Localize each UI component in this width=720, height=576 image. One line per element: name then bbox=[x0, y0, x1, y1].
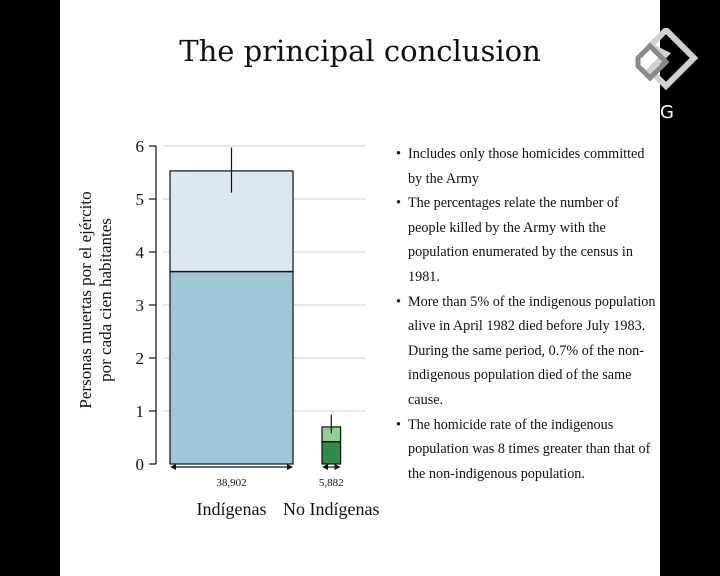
width-arrow-head-left bbox=[170, 464, 176, 470]
y-tick-label: 2 bbox=[136, 349, 145, 368]
logo-letter: G bbox=[660, 102, 674, 123]
bar-lower-segment bbox=[169, 271, 294, 465]
bar-lower-segment bbox=[321, 441, 342, 465]
y-tick-label: 6 bbox=[136, 137, 145, 156]
y-tick-label: 1 bbox=[136, 402, 145, 421]
y-axis-label-line1: Personas muertas por el ejército bbox=[76, 191, 95, 408]
bullet-list: Includes only those homicides committed … bbox=[396, 142, 658, 486]
y-tick-label: 4 bbox=[136, 243, 145, 262]
bar-width-label: 38,902 bbox=[216, 477, 246, 489]
bullet-item: The percentages relate the number of peo… bbox=[396, 191, 658, 289]
width-arrow-head-right bbox=[287, 464, 293, 470]
category-label: No Indígenas bbox=[283, 499, 379, 519]
bullet-item: More than 5% of the indigenous populatio… bbox=[396, 290, 658, 413]
y-axis-label-line2: por cada cien habitantes bbox=[96, 218, 115, 382]
y-tick-label: 3 bbox=[136, 296, 145, 315]
category-label: Indígenas bbox=[197, 499, 267, 519]
y-tick-label: 0 bbox=[136, 455, 145, 474]
logo-icon bbox=[635, 28, 698, 91]
width-arrow-head-left bbox=[322, 464, 328, 470]
width-arrow-head-right bbox=[334, 464, 341, 470]
bullet-item: Includes only those homicides committed … bbox=[396, 142, 658, 191]
y-tick-label: 5 bbox=[136, 190, 145, 209]
bar-width-label: 5,882 bbox=[319, 477, 344, 489]
y-axis-label: Personas muertas por el ejército por cad… bbox=[76, 191, 115, 408]
bullet-item: The homicide rate of the indigenous popu… bbox=[396, 413, 658, 487]
slide-title: The principal conclusion bbox=[179, 34, 541, 68]
